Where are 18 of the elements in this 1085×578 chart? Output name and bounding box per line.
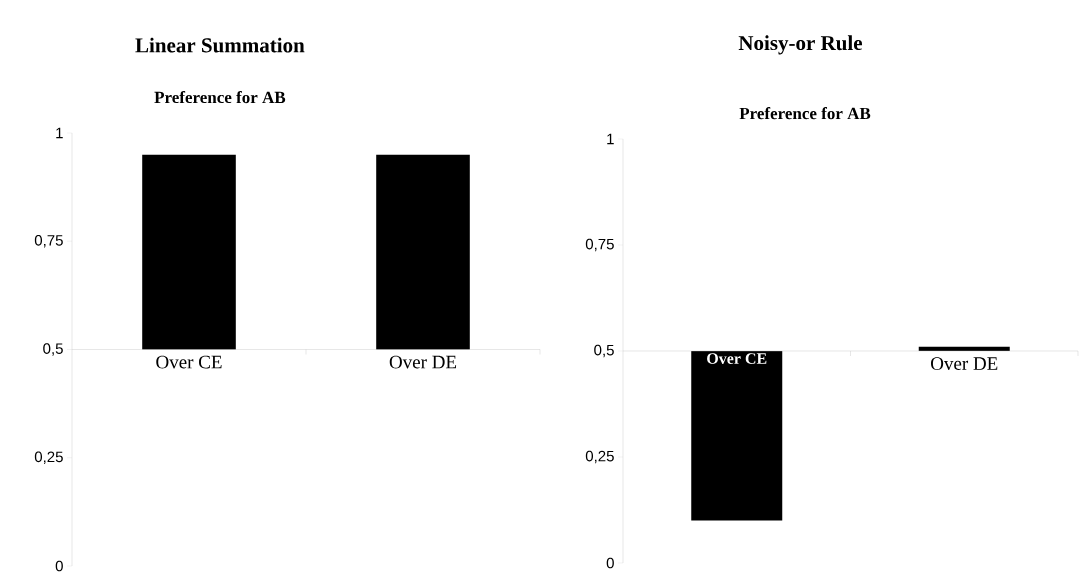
y-tick-label: 0,75 — [34, 235, 63, 248]
chart-subtitle: Preference for AB — [739, 107, 871, 120]
x-tick-label: Over DE — [931, 357, 998, 370]
chart-title: Noisy-or Rule — [738, 35, 863, 55]
x-tick-label: Over CE — [156, 355, 222, 369]
y-tick-label: 0,5 — [43, 343, 63, 356]
y-tick-label: 1 — [56, 127, 63, 139]
y-tick-label: 0,25 — [585, 450, 614, 464]
y-tick-label: 1 — [607, 133, 614, 145]
x-tick-label: Over CE — [707, 353, 767, 364]
y-tick-label: 0 — [606, 557, 614, 569]
chart-title: Linear Summation — [135, 37, 305, 53]
chart-subtitle: Preference for AB — [154, 90, 286, 104]
y-tick-label: 0,5 — [594, 344, 614, 358]
y-tick-label: 0 — [55, 560, 63, 572]
y-tick-label: 0,25 — [34, 451, 63, 464]
y-tick-label: 0,75 — [585, 238, 614, 252]
x-tick-label: Over DE — [389, 355, 457, 369]
